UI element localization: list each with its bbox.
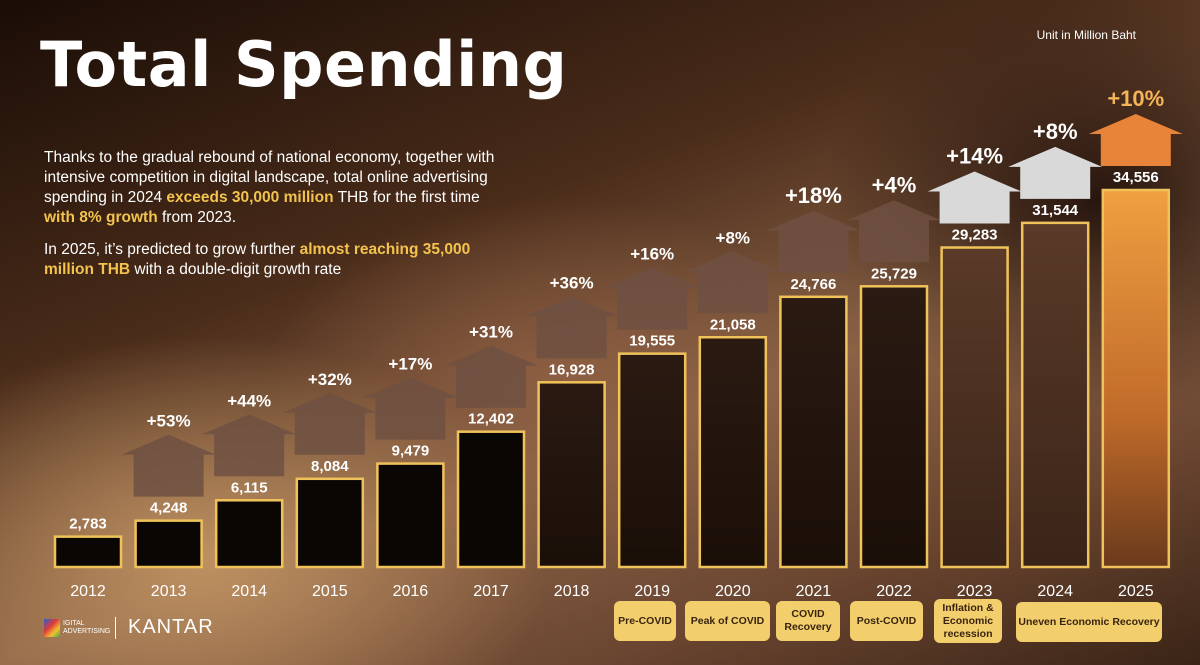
growth-label: +17%	[388, 355, 432, 374]
year-tick-label: 2019	[634, 583, 670, 600]
value-label: 29,283	[952, 227, 998, 244]
text: with a double-digit growth rate	[130, 261, 342, 278]
year-tick-label: 2024	[1037, 583, 1073, 600]
kantar-logo: KANTAR	[128, 616, 214, 638]
growth-arrow	[1088, 114, 1183, 166]
value-label: 8,084	[311, 458, 349, 475]
phase-pre-covid: Pre-COVID	[614, 601, 676, 641]
growth-arrow	[524, 296, 619, 359]
growth-label: +32%	[308, 370, 352, 389]
divider	[115, 616, 116, 639]
growth-label: +4%	[872, 172, 917, 197]
growth-label: +10%	[1107, 86, 1164, 111]
digital-advertising-logo: IGITAL ADVERTISING	[63, 619, 111, 635]
description-paragraph-1: Thanks to the gradual rebound of nationa…	[44, 148, 504, 228]
bar	[859, 285, 929, 569]
growth-label: +36%	[550, 273, 594, 292]
growth-arrow	[605, 267, 700, 330]
bar	[779, 295, 848, 569]
bar	[537, 381, 606, 569]
bar	[53, 535, 123, 569]
year-tick-label: 2014	[231, 583, 267, 600]
bar	[698, 336, 768, 569]
digital-advertising-logo-icon	[44, 618, 60, 637]
highlight: exceeds 30,000 million	[166, 189, 334, 206]
value-label: 6,115	[231, 479, 268, 496]
description: Thanks to the gradual rebound of nationa…	[44, 148, 504, 292]
page-title: Total Spending	[40, 28, 568, 101]
bar	[617, 352, 687, 569]
year-tick-label: 2016	[393, 583, 429, 600]
text: THB for the first time	[333, 189, 480, 206]
bar	[1101, 188, 1171, 569]
bar	[1020, 221, 1090, 569]
growth-arrow	[766, 210, 861, 273]
year-tick-label: 2017	[473, 583, 509, 600]
growth-arrow	[121, 434, 216, 497]
growth-arrow	[363, 377, 458, 440]
growth-arrow	[927, 171, 1022, 224]
year-tick-label: 2015	[312, 583, 348, 600]
unit-label: Unit in Million Baht	[1036, 28, 1136, 42]
growth-label: +8%	[1033, 119, 1078, 144]
text: In 2025, it’s predicted to grow further	[44, 241, 300, 258]
description-paragraph-2: In 2025, it’s predicted to grow further …	[44, 240, 504, 280]
highlight: almost reaching 35,000 million THB	[44, 241, 471, 278]
growth-label: +14%	[946, 144, 1003, 169]
value-label: 25,729	[871, 265, 917, 282]
year-tick-label: 2022	[876, 583, 912, 600]
bar	[214, 499, 284, 569]
year-tick-label: 2023	[957, 583, 993, 600]
bar	[134, 519, 203, 569]
text: from 2023.	[157, 209, 237, 226]
growth-label: +44%	[227, 391, 271, 410]
highlight: with 8% growth	[44, 209, 158, 226]
phase-peak-covid: Peak of COVID	[685, 601, 770, 641]
growth-arrow	[444, 345, 538, 408]
growth-arrow	[282, 392, 377, 455]
phase-uneven-recovery: Uneven Economic Recovery	[1016, 602, 1162, 642]
year-tick-label: 2012	[70, 583, 106, 600]
growth-label: +8%	[716, 228, 751, 247]
bar	[940, 246, 1009, 569]
year-tick-label: 2013	[151, 583, 187, 600]
year-tick-label: 2025	[1118, 583, 1154, 600]
phase-covid-recovery: COVID Recovery	[776, 601, 840, 641]
footer-logos: IGITAL ADVERTISING KANTAR	[44, 616, 214, 639]
value-label: 19,555	[629, 333, 675, 350]
growth-arrow	[847, 200, 941, 263]
value-label: 16,928	[549, 361, 595, 378]
bar	[295, 477, 365, 569]
year-tick-label: 2021	[796, 583, 832, 600]
value-label: 24,766	[790, 276, 836, 293]
growth-label: +31%	[469, 323, 513, 342]
value-label: 12,402	[468, 411, 514, 428]
phase-post-covid: Post-COVID	[850, 601, 923, 641]
growth-label: +53%	[147, 412, 191, 431]
value-label: 9,479	[392, 443, 430, 460]
growth-label: +16%	[630, 245, 674, 264]
value-label: 21,058	[710, 316, 756, 333]
growth-arrow	[1008, 146, 1103, 199]
growth-arrow	[685, 251, 780, 314]
value-label: 31,544	[1032, 202, 1079, 219]
year-tick-label: 2018	[554, 583, 590, 600]
bar	[376, 462, 445, 569]
year-tick-label: 2020	[715, 583, 751, 600]
text: Thanks to the gradual rebound of nationa…	[44, 149, 495, 206]
phase-inflation: Inflation & Economic recession	[934, 599, 1002, 643]
value-label: 34,556	[1113, 169, 1159, 186]
growth-arrow	[202, 414, 297, 477]
value-label: 4,248	[150, 500, 188, 517]
bar	[456, 430, 526, 569]
value-label: 2,783	[69, 516, 107, 533]
growth-label: +18%	[785, 183, 842, 208]
